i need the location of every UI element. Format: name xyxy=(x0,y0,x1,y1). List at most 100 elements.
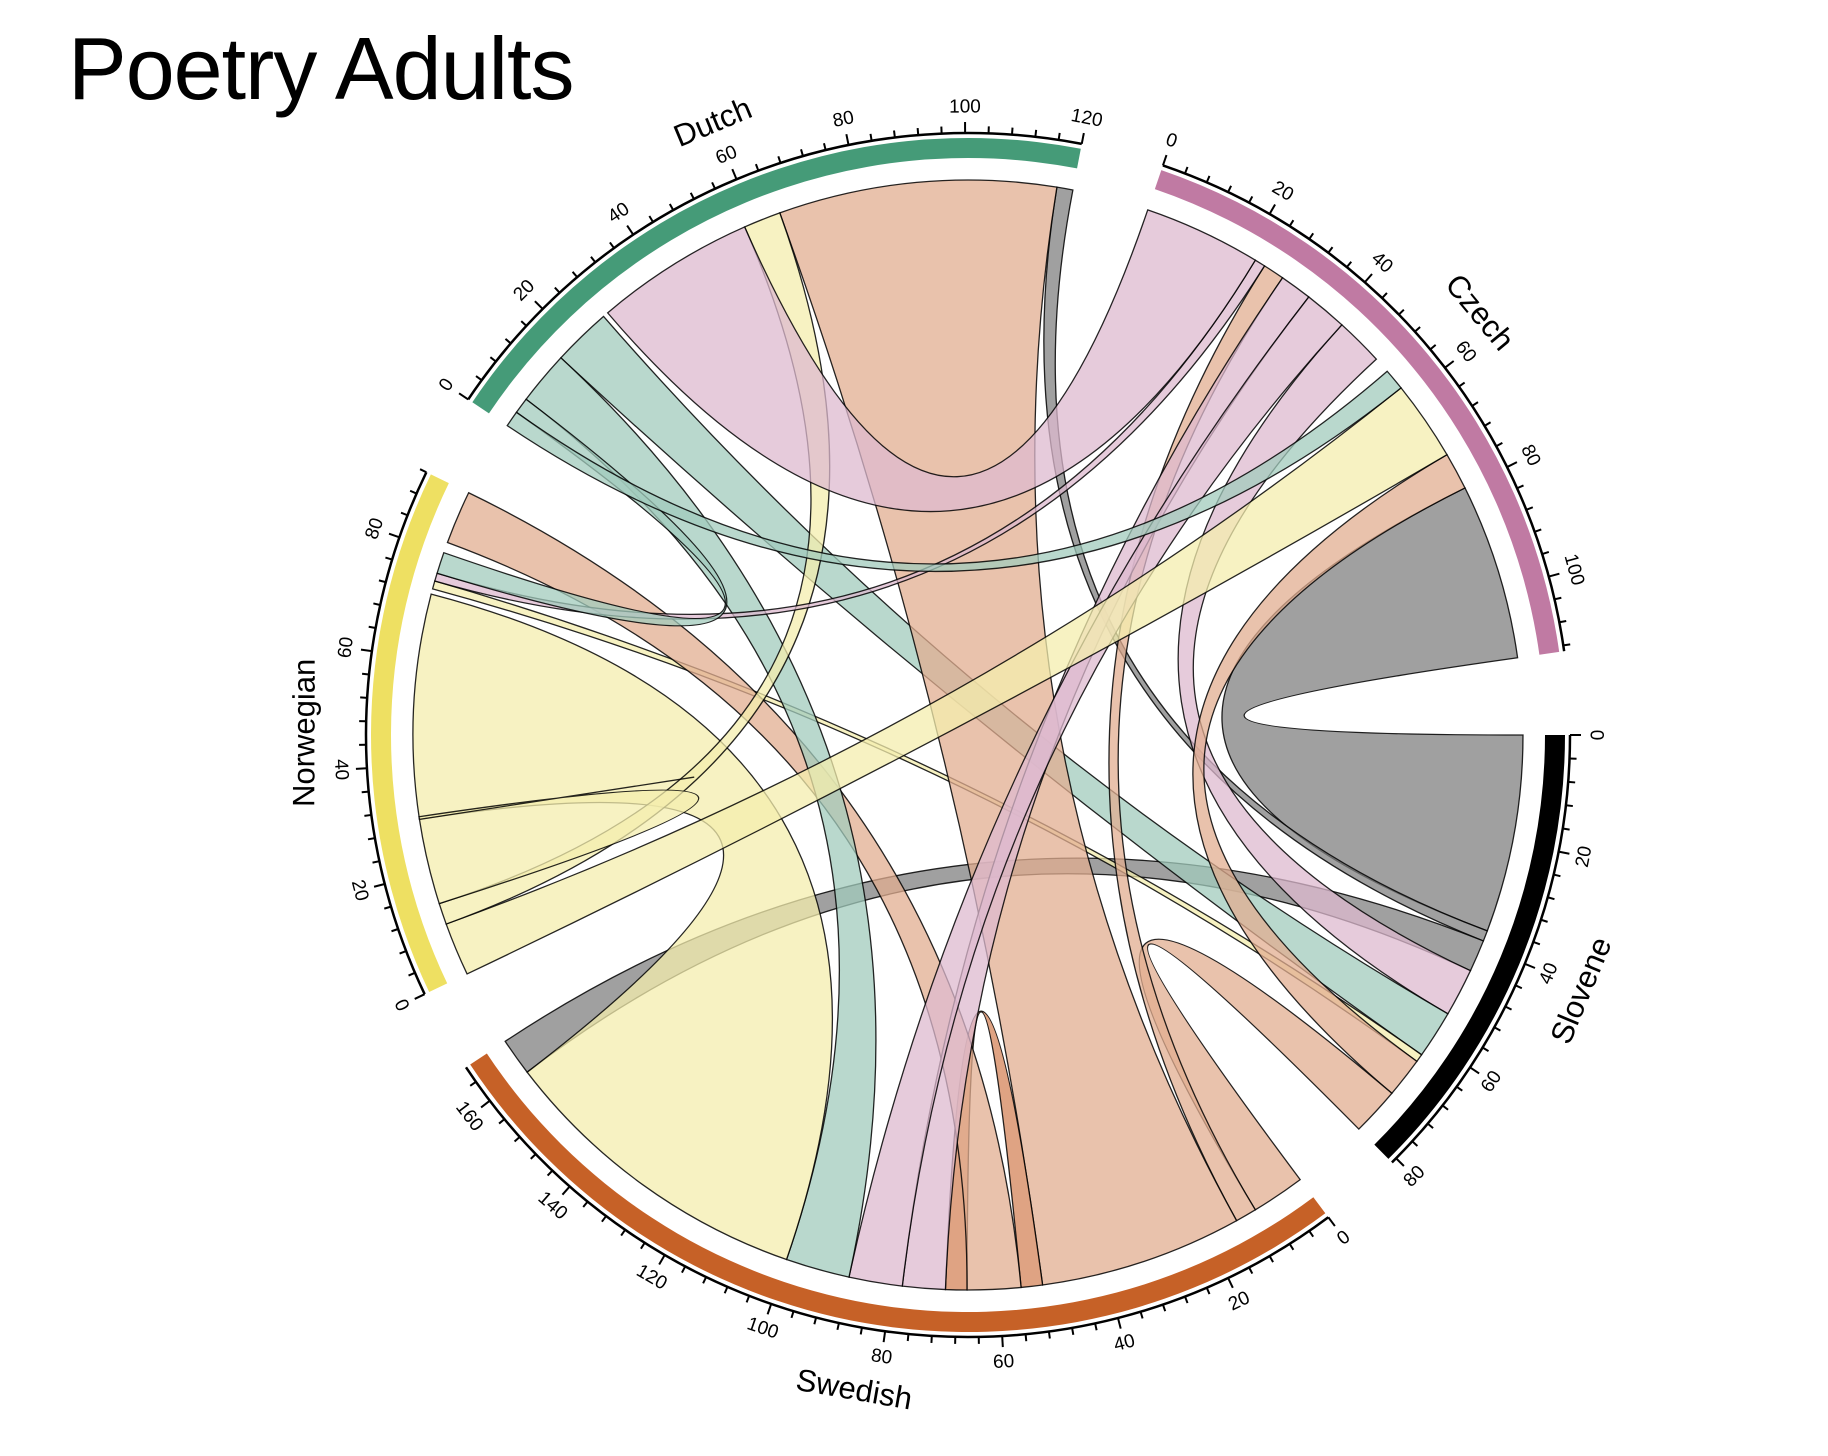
tick-label-czech: 20 xyxy=(1268,177,1297,206)
sector-axis-czech xyxy=(1162,164,1566,652)
tick-norwegian xyxy=(367,837,376,841)
chord-slovene-swedish[interactable] xyxy=(1138,938,1393,1211)
tick-slovene xyxy=(1427,1122,1434,1129)
tick-dutch xyxy=(1080,132,1085,145)
tick-czech xyxy=(1227,185,1232,193)
tick-norwegian xyxy=(368,625,376,629)
sector-axis-swedish xyxy=(464,1066,1330,1339)
tick-swedish xyxy=(813,1317,818,1325)
tick-dutch xyxy=(504,338,512,345)
sector-tracks-layer xyxy=(370,138,1565,1332)
tick-slovene xyxy=(1504,1005,1513,1011)
tick-czech xyxy=(1205,175,1211,183)
tick-czech xyxy=(1346,261,1353,268)
tick-norwegian xyxy=(373,883,385,888)
chord-dutch-czech[interactable] xyxy=(606,209,1257,513)
sector-label-czech: Czech xyxy=(1438,267,1521,357)
tick-dutch xyxy=(520,320,528,327)
tick-swedish xyxy=(601,1215,607,1223)
tick-dutch xyxy=(554,286,561,294)
tick-label-swedish: 20 xyxy=(1225,1287,1253,1315)
tick-czech xyxy=(1525,506,1534,511)
tick-swedish xyxy=(745,1295,751,1303)
tick-czech xyxy=(1308,232,1315,240)
tick-slovene xyxy=(1493,1026,1501,1032)
tick-dutch xyxy=(590,256,597,263)
tick-slovene xyxy=(1547,896,1555,901)
tick-swedish xyxy=(1205,1287,1211,1295)
tick-norwegian xyxy=(385,556,393,561)
tick-label-norwegian: 0 xyxy=(389,996,413,1015)
tick-dutch xyxy=(648,215,654,223)
tick-dutch xyxy=(609,241,615,249)
tick-label-norwegian: 60 xyxy=(334,636,358,660)
tick-swedish xyxy=(1001,1335,1004,1348)
tick-label-czech: 100 xyxy=(1560,552,1589,588)
tick-label-swedish: 80 xyxy=(870,1345,894,1369)
tick-czech xyxy=(1268,203,1276,215)
tick-swedish xyxy=(836,1322,840,1331)
tick-norwegian xyxy=(388,532,400,539)
tick-swedish xyxy=(882,1331,887,1343)
tick-label-swedish: 0 xyxy=(1333,1227,1354,1250)
tick-label-czech: 0 xyxy=(1163,129,1180,152)
chord-norwegian-norwegian[interactable] xyxy=(418,776,700,905)
tick-swedish xyxy=(530,1153,537,1160)
tick-swedish xyxy=(1248,1266,1254,1275)
tick-label-dutch: 40 xyxy=(604,198,633,227)
tick-norwegian xyxy=(399,950,407,955)
tick-slovene xyxy=(1524,962,1536,969)
tick-slovene xyxy=(1565,804,1573,808)
tick-dutch xyxy=(626,224,635,236)
tick-czech xyxy=(1248,195,1254,204)
tick-norwegian xyxy=(383,905,392,910)
tick-norwegian xyxy=(364,813,372,817)
tick-dutch xyxy=(916,128,920,136)
tick-norwegian xyxy=(419,468,427,474)
tick-czech xyxy=(1484,421,1492,427)
tick-czech xyxy=(1444,360,1455,369)
chord-swedish-czech[interactable] xyxy=(848,296,1343,1287)
sector-track-slovene[interactable] xyxy=(1374,735,1565,1159)
tick-dutch xyxy=(754,163,760,172)
tick-swedish xyxy=(546,1169,554,1177)
tick-dutch xyxy=(845,133,850,146)
sector-track-norwegian[interactable] xyxy=(370,474,449,993)
tick-swedish xyxy=(702,1276,708,1284)
sector-axis-slovene xyxy=(1391,734,1572,1164)
tick-swedish xyxy=(498,1118,506,1125)
tick-swedish xyxy=(1047,1331,1051,1339)
tick-slovene xyxy=(1562,827,1570,831)
tick-dutch xyxy=(1034,129,1038,137)
tick-swedish xyxy=(1327,1216,1336,1227)
tick-dutch xyxy=(777,155,782,164)
tick-label-dutch: 80 xyxy=(831,107,856,132)
tick-swedish xyxy=(1268,1255,1274,1263)
tick-swedish xyxy=(640,1242,646,1250)
tick-norwegian xyxy=(361,672,370,676)
tick-label-swedish: 40 xyxy=(1112,1330,1138,1356)
tick-slovene xyxy=(1515,984,1523,990)
tick-swedish xyxy=(1161,1304,1167,1312)
tick-dutch xyxy=(534,300,544,310)
chord-dutch-czech[interactable] xyxy=(506,370,1402,572)
tick-norwegian xyxy=(373,602,381,606)
chart-title: Poetry Adults xyxy=(68,19,575,118)
tick-norwegian xyxy=(355,767,367,770)
tick-swedish xyxy=(513,1136,521,1143)
tick-slovene xyxy=(1441,1104,1449,1111)
sector-label-norwegian: Norwegian xyxy=(286,659,321,807)
tick-dutch xyxy=(571,271,578,278)
tick-czech xyxy=(1458,381,1466,388)
tick-norwegian xyxy=(378,579,386,584)
tick-label-czech: 60 xyxy=(1451,337,1481,367)
tick-swedish xyxy=(1184,1296,1189,1304)
tick-norwegian xyxy=(408,971,416,977)
tick-swedish xyxy=(906,1333,910,1342)
tick-slovene xyxy=(1558,850,1570,855)
tick-dutch xyxy=(869,133,873,141)
sector-track-dutch[interactable] xyxy=(472,138,1081,414)
tick-label-slovene: 0 xyxy=(1586,730,1607,741)
tick-czech xyxy=(1548,572,1560,578)
